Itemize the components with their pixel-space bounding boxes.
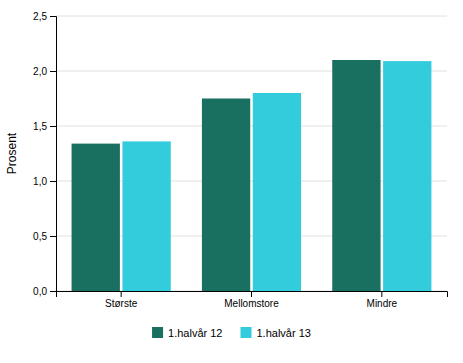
- grid: [56, 16, 447, 291]
- y-tick-label: 2,5: [33, 11, 47, 22]
- bar-series: [72, 60, 381, 291]
- legend-label: 1.halvår 13: [257, 327, 311, 339]
- y-tick-label: 1,5: [33, 121, 47, 132]
- y-tick-label: 0,5: [33, 231, 47, 242]
- grid-line: [56, 16, 447, 17]
- y-tick: 2,0: [33, 66, 56, 77]
- chart: 0,0 0,5 1,0 1,5 2,0 2,5 Største Mellomstore Mind…: [0, 0, 463, 363]
- legend-label: 1.halvår 12: [168, 327, 222, 339]
- y-tick-label: 0,0: [33, 286, 47, 297]
- x-axis: Største Mellomstore Mindre: [57, 291, 448, 309]
- x-tick: Største: [105, 291, 138, 309]
- y-tick-label: 1,0: [33, 176, 47, 187]
- plot: 0,0 0,5 1,0 1,5 2,0 2,5 Største Mellomstore Mind…: [33, 11, 447, 309]
- y-tick-label: 2,0: [33, 66, 47, 77]
- x-tick-label: Mindre: [367, 298, 398, 309]
- x-tick-mark: [251, 291, 252, 297]
- x-tick-mark: [381, 291, 382, 297]
- y-tick-mark: [50, 291, 56, 292]
- y-tick-mark: [50, 71, 56, 72]
- x-tick-label: Mellomstore: [224, 298, 279, 309]
- bars: [72, 60, 432, 291]
- x-axis-line: [57, 292, 448, 298]
- x-tick-mark: [121, 291, 122, 297]
- legend-item: 1.halvår 13: [241, 327, 311, 339]
- y-tick-mark: [50, 236, 56, 237]
- y-axis-title: Prosent: [5, 132, 19, 174]
- y-tick: 2,5: [33, 11, 56, 22]
- legend-swatch: [241, 327, 252, 338]
- bar: [253, 93, 301, 291]
- y-tick: 0,0: [33, 286, 56, 297]
- x-tick: Mindre: [367, 291, 398, 309]
- bar-series: [122, 61, 431, 291]
- bar: [202, 99, 250, 292]
- x-tick-label: Største: [105, 298, 138, 309]
- y-tick-mark: [50, 16, 56, 17]
- bar: [72, 144, 120, 291]
- y-tick: 0,5: [33, 231, 56, 242]
- legend-swatch: [152, 327, 163, 338]
- y-tick-mark: [50, 181, 56, 182]
- x-tick: Mellomstore: [224, 291, 279, 309]
- y-axis-line: [50, 17, 57, 292]
- bar: [122, 141, 170, 291]
- y-tick: 1,5: [33, 121, 56, 132]
- legend: 1.halvår 12 1.halvår 13: [152, 327, 311, 339]
- y-axis: 0,0 0,5 1,0 1,5 2,0 2,5: [33, 11, 56, 297]
- bar: [383, 61, 431, 291]
- legend-item: 1.halvår 12: [152, 327, 222, 339]
- y-tick-mark: [50, 126, 56, 127]
- bar: [332, 60, 380, 291]
- y-tick: 1,0: [33, 176, 56, 187]
